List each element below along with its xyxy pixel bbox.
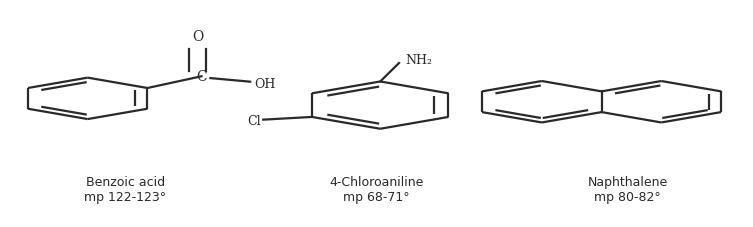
Text: OH: OH xyxy=(254,78,276,91)
Text: Cl: Cl xyxy=(248,114,261,127)
Text: NH₂: NH₂ xyxy=(405,54,432,67)
Text: C: C xyxy=(196,70,207,84)
Text: mp 80-82°: mp 80-82° xyxy=(594,190,661,203)
Text: Benzoic acid: Benzoic acid xyxy=(86,175,165,188)
Text: mp 68-71°: mp 68-71° xyxy=(343,190,410,203)
Text: Naphthalene: Naphthalene xyxy=(587,175,668,188)
Text: mp 122-123°: mp 122-123° xyxy=(84,190,166,203)
Text: 4-Chloroaniline: 4-Chloroaniline xyxy=(329,175,424,188)
Text: O: O xyxy=(192,29,203,43)
